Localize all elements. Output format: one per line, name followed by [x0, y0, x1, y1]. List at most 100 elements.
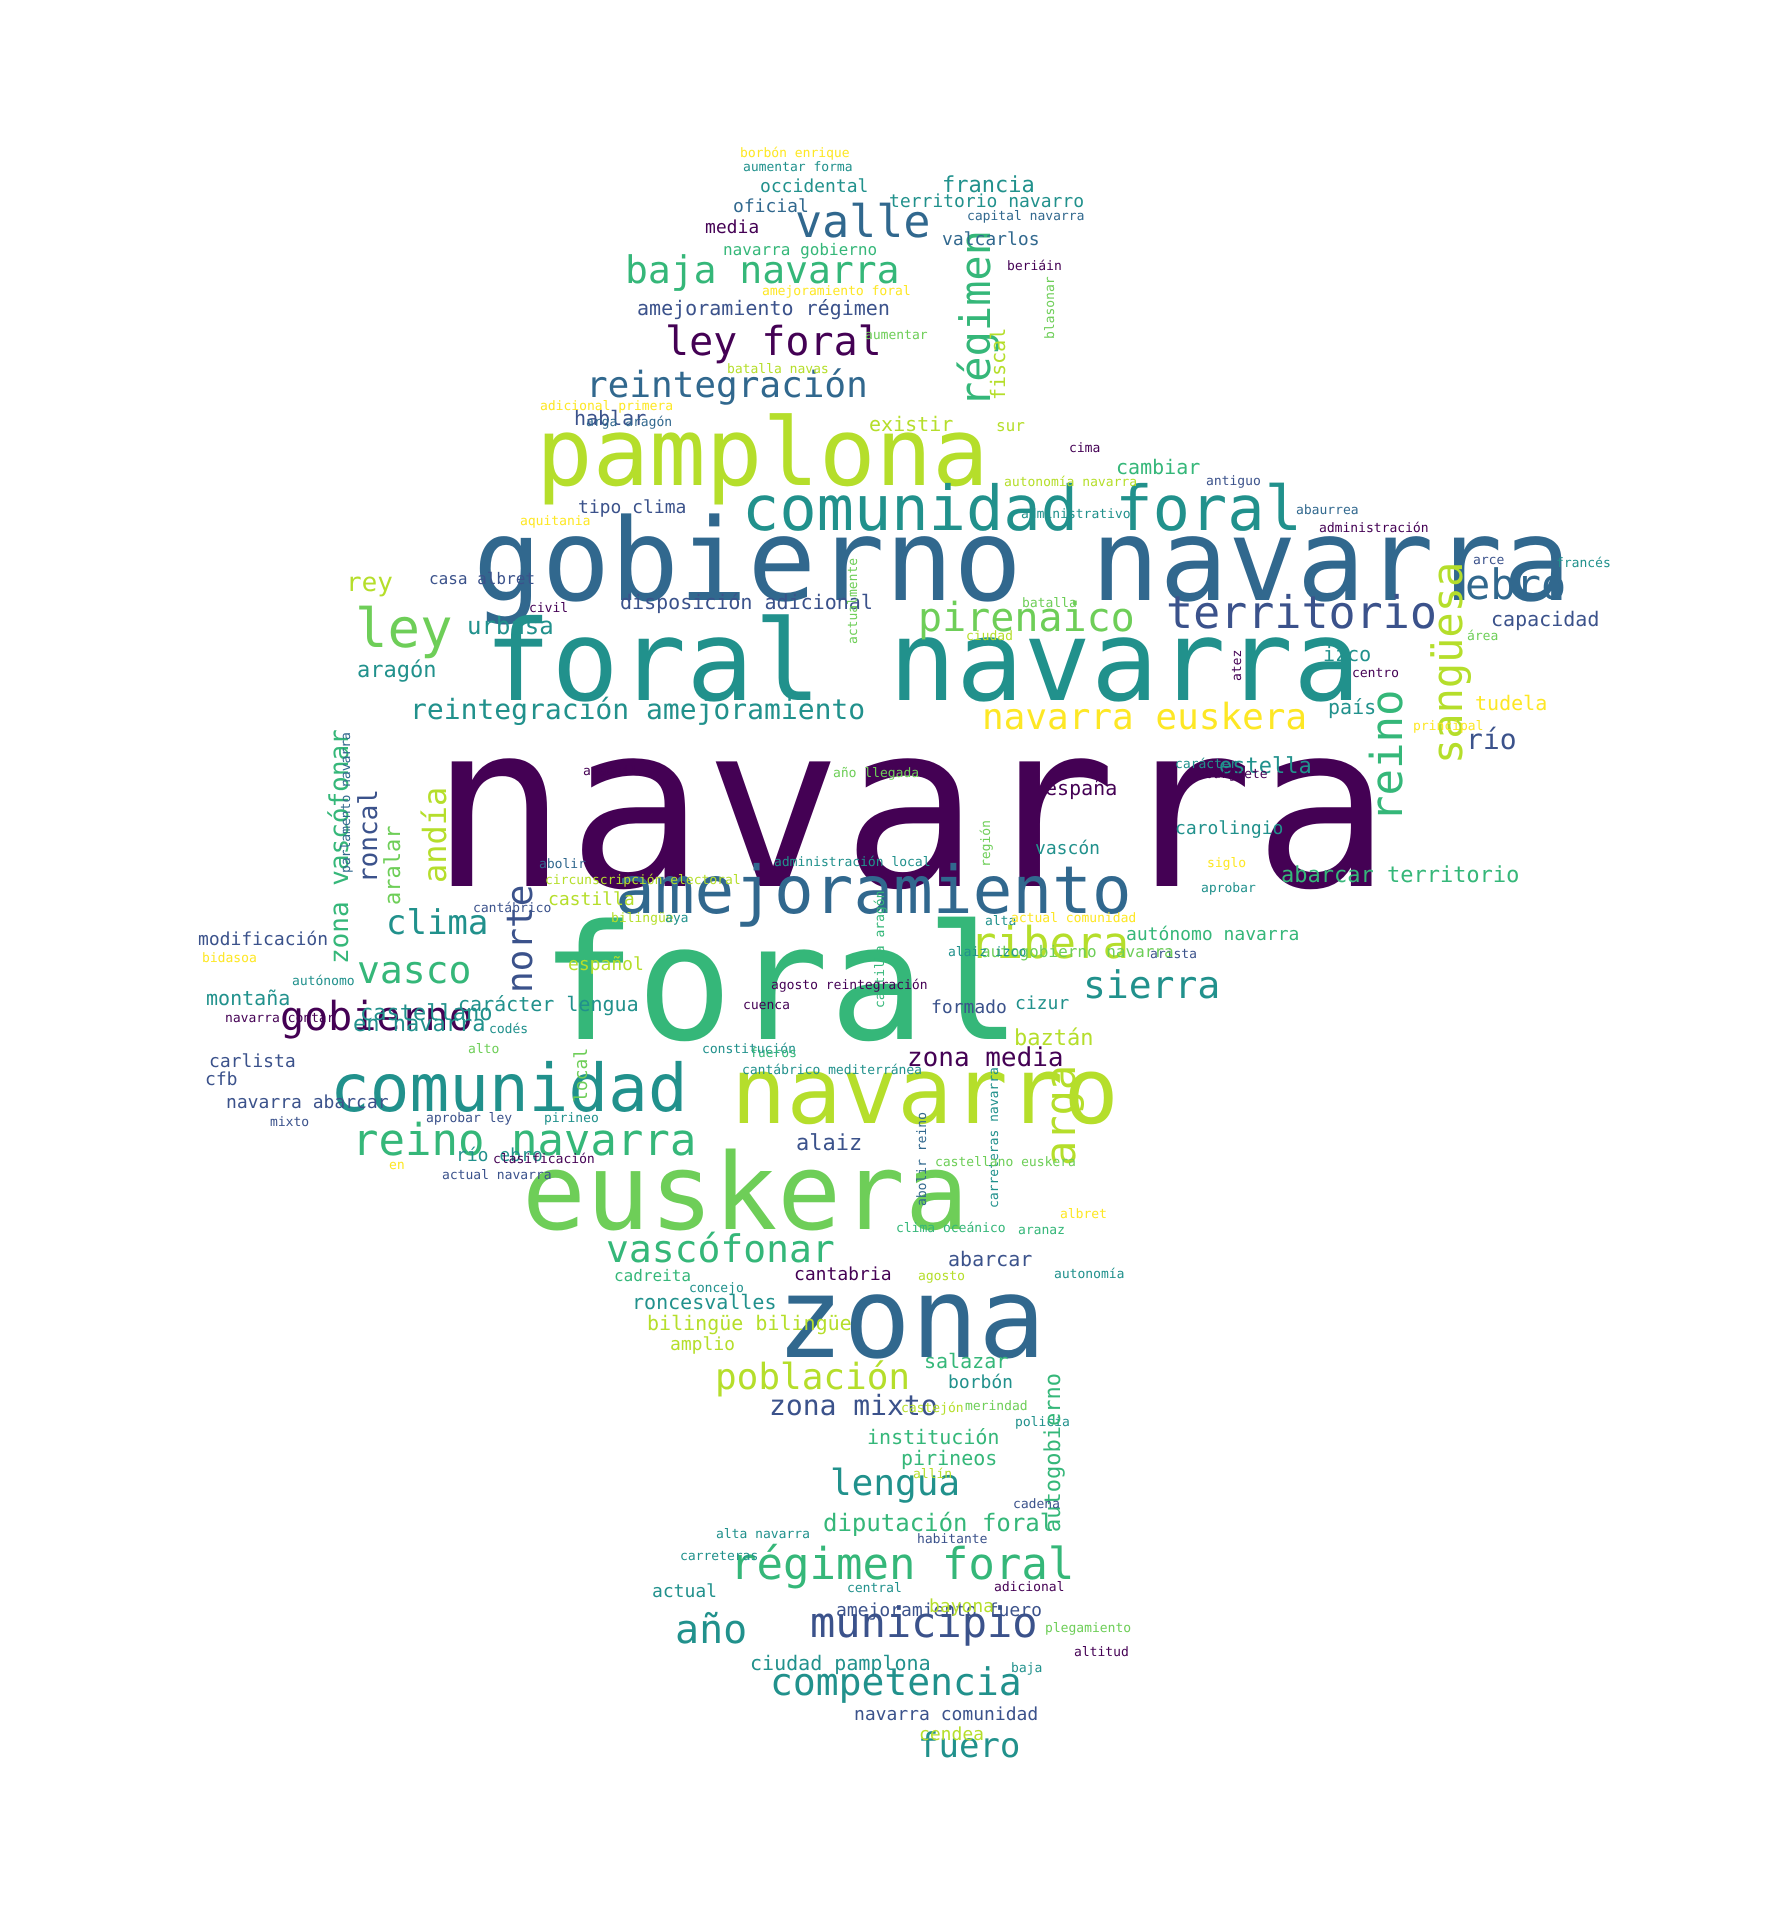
cloud-word: administrativo: [1021, 507, 1131, 522]
cloud-word: policía: [1015, 1415, 1070, 1430]
cloud-word: cadreita: [614, 1266, 691, 1285]
cloud-word: navarro: [731, 1038, 1119, 1145]
cloud-word: año llegada: [833, 766, 919, 781]
cloud-word: izco: [1323, 642, 1371, 666]
cloud-word: local: [571, 1048, 592, 1102]
cloud-word: rey: [346, 568, 393, 598]
cloud-word: reino: [1362, 690, 1413, 822]
cloud-word: parlamento navarra: [339, 732, 354, 873]
cloud-word: tipo clima: [578, 497, 686, 518]
cloud-word: territorio: [1166, 586, 1437, 639]
cloud-word: gobierno: [280, 994, 473, 1040]
cloud-word: urbasa: [467, 612, 554, 640]
cloud-word: salazar: [924, 1349, 1008, 1373]
cloud-word: competencia: [770, 1660, 1022, 1704]
cloud-word: allín: [913, 1467, 952, 1482]
cloud-word: occidental: [760, 176, 868, 197]
cloud-word: alaiz: [796, 1131, 862, 1156]
cloud-word: francia: [942, 173, 1035, 198]
cloud-word: cima: [1069, 441, 1100, 456]
cloud-word: formado: [931, 997, 1007, 1018]
cloud-word: foral navarra: [484, 597, 1361, 727]
cloud-word: alta: [985, 914, 1016, 929]
cloud-word: país: [1328, 695, 1376, 719]
cloud-word: navarra comunidad: [854, 1704, 1038, 1725]
cloud-word: municipio: [810, 1598, 1038, 1647]
cloud-word: roncal: [354, 789, 384, 883]
cloud-word: amejoramiento fuero: [836, 1600, 1042, 1621]
cloud-word: aprobar ley: [426, 1111, 512, 1126]
cloud-word: institución: [867, 1425, 999, 1449]
cloud-word: valcarlos: [942, 229, 1040, 250]
cloud-word: reintegración: [586, 365, 868, 406]
cloud-word: pirineo: [544, 1111, 599, 1126]
cloud-word: año: [675, 1607, 747, 1653]
cloud-word: carácter lengua: [458, 992, 639, 1016]
cloud-word: actual navarra: [442, 1168, 552, 1183]
cloud-word: reintegración amejoramiento: [410, 693, 865, 726]
cloud-word: cantábrico: [473, 901, 551, 916]
cloud-word: cuenca: [743, 998, 790, 1013]
cloud-word: capital navarra: [967, 209, 1084, 224]
cloud-word: vasco: [357, 948, 471, 992]
cloud-word: cambiar: [1116, 455, 1200, 479]
cloud-word: aquitania: [520, 514, 590, 529]
cloud-word: diputación foral: [823, 1509, 1054, 1537]
cloud-word: pirineos: [901, 1446, 997, 1470]
cloud-word: ley: [355, 597, 453, 660]
cloud-word: carreteras navarra: [987, 1067, 1002, 1208]
cloud-word: central: [847, 1581, 902, 1596]
cloud-word: aragón: [357, 658, 436, 683]
cloud-word: pamplona: [536, 399, 989, 508]
cloud-word: agosto: [918, 1269, 965, 1284]
cloud-word: fueros: [750, 1046, 797, 1061]
cloud-word: casa albret: [429, 569, 535, 588]
cloud-word: beriáin: [1007, 259, 1062, 274]
cloud-word: cantábrico mediterránea: [742, 1063, 922, 1078]
cloud-word: altitud: [1074, 1645, 1129, 1660]
cloud-word: hablar: [574, 406, 646, 430]
cloud-word: carácter: [1175, 757, 1238, 772]
cloud-word: clasificación: [493, 1152, 595, 1167]
cloud-word: administración: [1319, 521, 1429, 536]
cloud-word: fiscal: [986, 328, 1010, 400]
cloud-word: abolir reino: [915, 1112, 930, 1206]
cloud-word: área: [1467, 629, 1498, 644]
cloud-word: capacidad: [1491, 607, 1599, 631]
cloud-word: castellano euskera: [935, 1155, 1076, 1170]
cloud-word: adicional: [994, 1580, 1064, 1595]
cloud-word: francés: [1556, 556, 1611, 571]
cloud-word: civil: [529, 601, 568, 616]
cloud-word: arga aragón: [586, 415, 672, 430]
cloud-word: cadena: [1013, 1497, 1060, 1512]
cloud-word: vascón: [1035, 838, 1100, 859]
cloud-word: alto: [468, 1042, 499, 1057]
cloud-word: alaiz izco: [948, 945, 1026, 960]
cloud-word: principal: [1413, 719, 1483, 734]
cloud-word: roncesvalles: [632, 1290, 777, 1314]
cloud-word: bilingüe: [611, 911, 674, 926]
cloud-word: ley foral: [665, 319, 882, 365]
cloud-word: bayona: [929, 1596, 994, 1617]
cloud-word: habitante: [917, 1532, 988, 1547]
cloud-word: navarra: [430, 674, 1391, 940]
cloud-word: zona: [776, 1254, 1046, 1384]
cloud-word: existir: [869, 412, 953, 436]
cloud-word: comunidad foral: [742, 472, 1302, 545]
cloud-word: cfb: [205, 1069, 238, 1090]
cloud-word: ciudad: [966, 629, 1013, 644]
cloud-word: centro: [1352, 666, 1399, 681]
cloud-word: régimen foral: [730, 1539, 1074, 1590]
cloud-word: comunidad: [330, 1050, 688, 1127]
cloud-word: circunscripción electoral: [545, 873, 741, 888]
cloud-word: oficial: [733, 196, 809, 217]
cloud-word: aya: [665, 911, 688, 926]
cloud-word: alta navarra: [716, 1527, 810, 1542]
cloud-word: norte: [500, 885, 541, 993]
cloud-word: navarra euskera: [982, 697, 1307, 738]
cloud-word: disposición adicional: [620, 590, 873, 614]
cloud-word: abaurrea: [1296, 503, 1359, 518]
cloud-word: sur: [996, 416, 1025, 435]
cloud-word: actual: [652, 1581, 717, 1602]
